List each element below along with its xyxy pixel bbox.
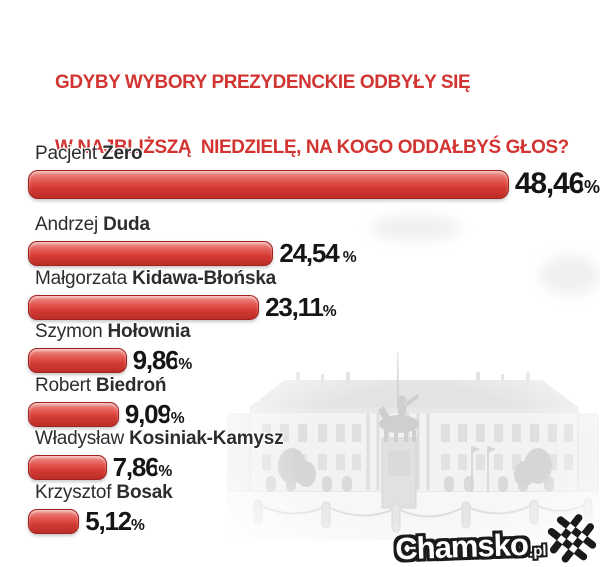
poll-bar	[28, 455, 107, 481]
poll-bar	[28, 348, 127, 374]
candidate-first-name: Władysław	[35, 428, 124, 450]
candidate-name: Robert Biedroń	[28, 374, 600, 396]
candidate-last-name: Duda	[103, 214, 150, 235]
poll-value: 9,09%	[125, 399, 185, 430]
candidate-first-name: Szymon	[35, 321, 103, 343]
poll-question: GDYBY WYBORY PREZYDENCKIE ODBYŁY SIĘ W N…	[55, 29, 569, 201]
chamsko-watermark: Chamsko .pl	[394, 513, 597, 567]
poll-bar	[28, 508, 80, 534]
poll-value-number: 7,86	[112, 452, 160, 483]
poll-chart: Pacjent Zero 48,46% Andrzej Duda 24,54 %…	[28, 140, 600, 537]
poll-value: 48,46%	[515, 167, 600, 201]
poll-value-number: 24,54	[279, 238, 339, 268]
chamsko-logo-tld: .pl	[528, 542, 547, 560]
poll-value: 23,11%	[265, 292, 337, 323]
poll-row: Krzysztof Bosak 5,12%	[28, 481, 600, 537]
poll-bar	[28, 401, 119, 427]
poll-value-percent-sign: %	[158, 463, 173, 481]
candidate-last-name: Zero	[102, 143, 143, 164]
poll-row: Robert Biedroń 9,09%	[28, 374, 600, 430]
poll-row: Pacjent Zero 48,46%	[28, 140, 600, 215]
poll-row: Andrzej Duda 24,54 %	[28, 215, 600, 269]
candidate-first-name: Małgorzata	[35, 267, 127, 289]
poll-value-number: 23,11	[265, 291, 324, 322]
candidate-last-name: Bosak	[116, 481, 173, 503]
poll-value-number: 5,12	[85, 505, 132, 536]
hash-icon	[547, 513, 597, 564]
poll-bar	[28, 294, 260, 320]
candidate-first-name: Pacjent	[35, 143, 97, 164]
poll-value-percent-sign: %	[322, 302, 337, 320]
poll-value: 5,12%	[85, 506, 145, 537]
poll-value: 9,86%	[133, 345, 193, 376]
candidate-last-name: Kidawa-Błońska	[132, 267, 277, 289]
poll-question-line-2: W NAJBLIŻSZĄ NIEDZIELĘ, NA KOGO ODDAŁBYŚ…	[55, 135, 569, 158]
candidate-name: Krzysztof Bosak	[28, 481, 600, 503]
poll-value-number: 9,09	[124, 398, 172, 429]
candidate-first-name: Robert	[35, 374, 91, 396]
poll-row: Szymon Hołownia 9,86%	[28, 322, 600, 376]
poll-value-number: 9,86	[132, 345, 180, 376]
poll-row: Małgorzata Kidawa-Błońska 23,11%	[28, 267, 600, 323]
poll-bar	[28, 241, 274, 266]
candidate-last-name: Kosiniak-Kamysz	[129, 428, 284, 450]
photo-smudge	[540, 255, 600, 295]
candidate-first-name: Krzysztof	[35, 481, 112, 503]
candidate-name: Władysław Kosiniak-Kamysz	[28, 429, 600, 449]
candidate-last-name: Hołownia	[107, 321, 191, 343]
candidate-name: Andrzej Duda	[28, 215, 600, 235]
poll-value-percent-sign: %	[178, 356, 193, 374]
candidate-name: Pacjent Zero	[28, 144, 600, 164]
poll-value-percent-sign: %	[131, 516, 145, 534]
poll-value-percent-sign: %	[170, 409, 185, 427]
poll-value-percent-sign: %	[583, 177, 600, 197]
poll-bar	[28, 169, 509, 199]
candidate-name: Szymon Hołownia	[28, 322, 600, 342]
photo-smudge	[370, 215, 460, 241]
poll-value: 24,54 %	[279, 238, 356, 269]
poll-value-number: 48,46	[514, 167, 585, 200]
photo-fade-overlay	[226, 350, 600, 540]
candidate-last-name: Biedroń	[95, 374, 167, 396]
chamsko-logo-text: Chamsko	[394, 526, 529, 567]
poll-row: Władysław Kosiniak-Kamysz 7,86%	[28, 429, 600, 483]
candidate-name: Małgorzata Kidawa-Błońska	[28, 267, 600, 289]
poll-question-line-1: GDYBY WYBORY PREZYDENCKIE ODBYŁY SIĘ	[55, 71, 471, 93]
poll-value: 7,86%	[113, 452, 173, 483]
poll-value-percent-sign: %	[338, 249, 357, 266]
candidate-first-name: Andrzej	[35, 214, 99, 235]
